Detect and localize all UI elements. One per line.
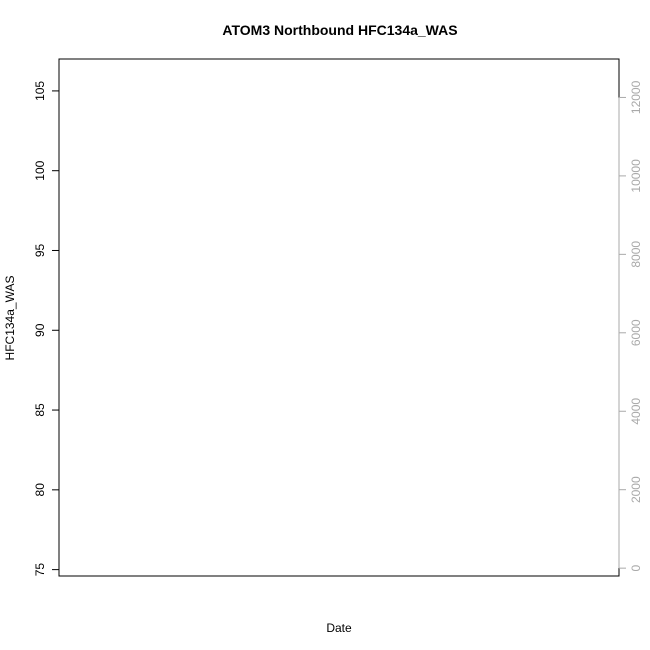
y-tick-label-3: 85 <box>33 403 47 417</box>
chart-title: ATOM3 Northbound HFC134a_WAS <box>222 22 457 38</box>
y-axis-right: 0 2000 4000 6000 8000 10000 12000 <box>618 80 643 572</box>
y-tick-label-2: 80 <box>33 483 47 497</box>
y2-tick-label-3: 4000 <box>629 398 643 425</box>
y-axis-label: HFC134a_WAS <box>3 276 17 361</box>
y2-tick-label-7: 12000 <box>629 80 643 114</box>
y-tick-label-6: 100 <box>33 160 47 180</box>
y-tick-label-4: 90 <box>33 323 47 337</box>
y-tick-label-1: 75 <box>33 563 47 577</box>
y2-tick-label-2: 2000 <box>629 476 643 503</box>
plot-frame <box>58 58 620 577</box>
y-tick-label-5: 95 <box>33 244 47 258</box>
y2-tick-label-4: 6000 <box>629 319 643 346</box>
y2-tick-label-6: 10000 <box>629 159 643 193</box>
y2-tick-label-5: 8000 <box>629 241 643 268</box>
y-axis: 75 80 85 90 95 100 105 <box>33 81 60 577</box>
y-tick-label-7: 105 <box>33 81 47 101</box>
y2-tick-label-1: 0 <box>629 565 643 572</box>
x-axis-label: Date <box>326 621 352 635</box>
